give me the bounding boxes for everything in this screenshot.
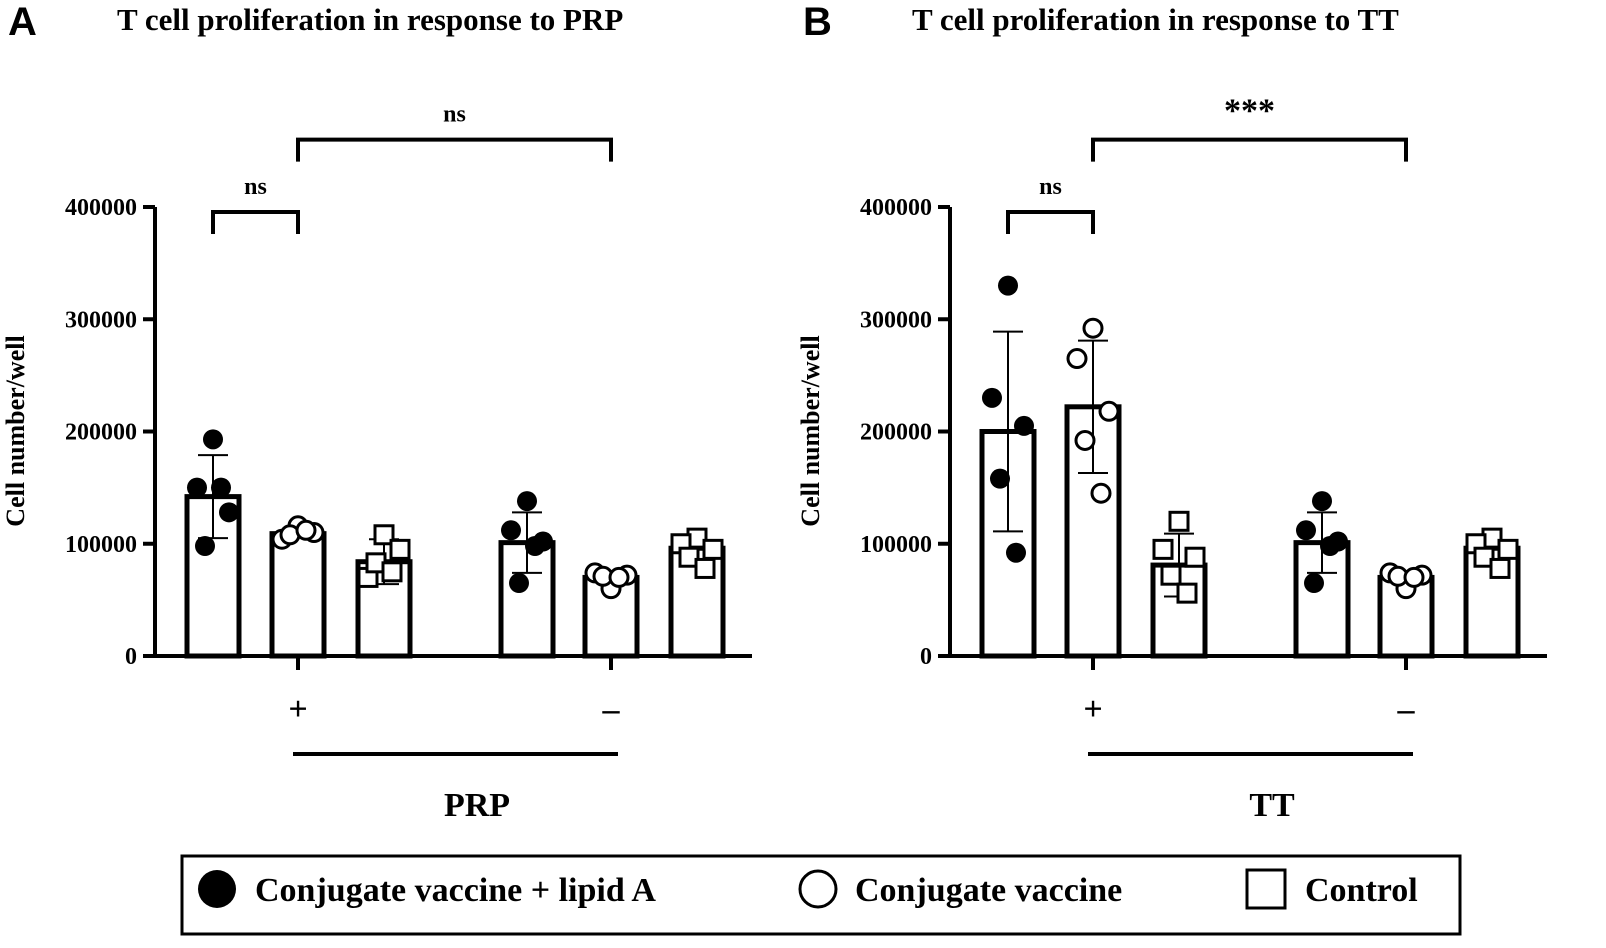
data-point-square — [1178, 584, 1196, 602]
data-point-square — [1499, 540, 1517, 558]
data-point-square — [704, 540, 722, 558]
chart-title: T cell proliferation in response to TT — [912, 2, 1399, 37]
significance-bracket — [298, 140, 611, 162]
data-point-filled — [1304, 573, 1324, 593]
y-axis-label: Cell number/well — [796, 335, 825, 526]
y-tick-label: 300000 — [65, 307, 137, 333]
data-point-filled — [1006, 543, 1026, 563]
y-tick-label: 100000 — [860, 532, 932, 558]
open-circle-icon — [800, 871, 836, 907]
data-point-open — [1092, 484, 1110, 502]
data-point-filled — [998, 276, 1018, 296]
y-tick-label: 300000 — [860, 307, 932, 333]
data-point-open — [1100, 402, 1118, 420]
panel-b: B T cell proliferation in response to TT 0… — [796, 0, 1547, 824]
y-tick-label: 0 — [920, 644, 932, 670]
data-point-filled — [203, 429, 223, 449]
significance-bracket — [1093, 140, 1406, 162]
y-tick-label: 400000 — [860, 195, 932, 221]
panel-letter: B — [803, 0, 832, 44]
data-point-filled — [1312, 491, 1332, 511]
y-tick-label: 400000 — [65, 195, 137, 221]
data-point-filled — [517, 491, 537, 511]
data-point-filled — [982, 388, 1002, 408]
data-point-square — [391, 540, 409, 558]
data-point-square — [1154, 540, 1172, 558]
y-tick-label: 100000 — [65, 532, 137, 558]
antigen-label: PRP — [444, 787, 510, 824]
filled-circle-icon — [198, 870, 236, 908]
significance-bracket — [213, 212, 298, 234]
data-point-filled — [990, 469, 1010, 489]
y-tick-label: 0 — [125, 644, 137, 670]
sign-minus: – — [602, 691, 621, 728]
antigen-label: TT — [1249, 787, 1295, 824]
data-point-filled — [1014, 416, 1034, 436]
data-point-square — [383, 563, 401, 581]
significance-bracket — [1008, 212, 1093, 234]
sign-plus: + — [288, 691, 307, 728]
data-point-open — [1068, 350, 1086, 368]
data-point-filled — [525, 536, 545, 556]
data-point-filled — [211, 478, 231, 498]
data-point-open — [297, 521, 315, 539]
data-point-filled — [219, 502, 239, 522]
y-tick-label: 200000 — [860, 420, 932, 446]
data-point-square — [696, 559, 714, 577]
data-point-open — [1084, 319, 1102, 337]
sign-plus: + — [1083, 691, 1102, 728]
bar — [272, 534, 324, 656]
significance-label: *** — [1224, 93, 1275, 130]
data-point-filled — [509, 573, 529, 593]
data-point-square — [1162, 566, 1180, 584]
data-point-square — [1170, 512, 1188, 530]
data-point-open — [1405, 568, 1423, 586]
legend-label-1: Conjugate vaccine — [855, 872, 1122, 909]
legend: Conjugate vaccine + lipid A Conjugate va… — [182, 856, 1460, 934]
significance-label: ns — [244, 174, 267, 200]
data-point-open — [610, 568, 628, 586]
panel-a: A T cell proliferation in response to PRP… — [1, 0, 752, 824]
sign-minus: – — [1397, 691, 1416, 728]
chart-title: T cell proliferation in response to PRP — [117, 2, 623, 37]
data-point-filled — [501, 520, 521, 540]
data-point-square — [1186, 548, 1204, 566]
legend-label-2: Control — [1305, 872, 1418, 909]
significance-label: ns — [1039, 174, 1062, 200]
y-axis-label: Cell number/well — [1, 335, 30, 526]
data-point-open — [1076, 431, 1094, 449]
data-point-square — [1491, 559, 1509, 577]
significance-label: ns — [443, 102, 466, 128]
open-square-icon — [1247, 870, 1285, 908]
legend-label-0: Conjugate vaccine + lipid A — [255, 872, 656, 909]
data-point-filled — [1320, 536, 1340, 556]
data-point-filled — [187, 478, 207, 498]
y-tick-label: 200000 — [65, 420, 137, 446]
data-point-filled — [195, 536, 215, 556]
data-point-filled — [1296, 520, 1316, 540]
panel-letter: A — [8, 0, 37, 44]
